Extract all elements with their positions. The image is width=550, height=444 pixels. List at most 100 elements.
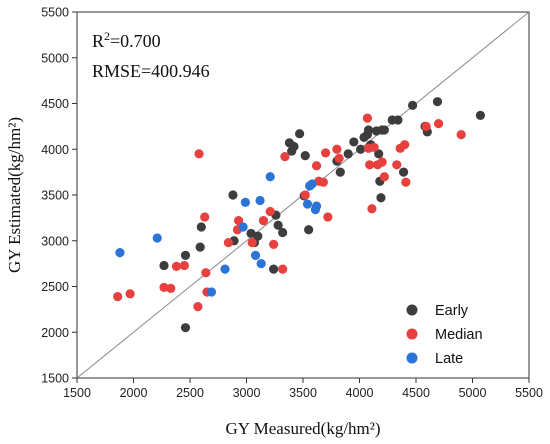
legend-label-early: Early (435, 303, 469, 319)
data-point-late (250, 250, 261, 260)
legend-marker-median (406, 328, 418, 340)
x-tick-label: 3500 (289, 386, 317, 400)
data-point-median (194, 149, 204, 159)
data-point-median (318, 177, 328, 187)
x-tick-label: 3000 (233, 386, 261, 400)
y-tick-label: 2500 (41, 280, 69, 294)
data-point-late (238, 222, 248, 232)
series-median (113, 113, 466, 312)
data-point-early (343, 149, 353, 159)
data-point-median (311, 161, 322, 171)
legend-marker-late (406, 352, 418, 364)
data-point-early (195, 242, 205, 252)
data-point-median (377, 157, 387, 167)
data-point-late (115, 248, 125, 258)
data-point-median (223, 237, 234, 248)
legend: Early Median Late (406, 303, 483, 367)
legend-label-late: Late (435, 351, 463, 367)
data-point-median (233, 216, 244, 226)
data-point-early (356, 144, 366, 154)
data-point-median (280, 151, 290, 162)
data-point-median (179, 260, 189, 271)
x-tick-label: 2500 (176, 386, 204, 400)
data-point-late (256, 259, 266, 269)
data-point-median (193, 302, 203, 312)
y-tick-label: 2000 (41, 326, 69, 340)
data-point-early (228, 190, 238, 200)
data-point-late (307, 179, 317, 189)
rmse-annotation: RMSE=400.946 (92, 61, 210, 81)
x-axis-title: GY Measured(kg/hm²) (225, 419, 380, 438)
data-point-late (302, 199, 313, 209)
data-point-median (323, 212, 333, 222)
y-tick-label: 4500 (41, 97, 69, 111)
data-point-early (273, 220, 283, 230)
x-tick-label: 2000 (120, 386, 148, 400)
data-point-median (113, 291, 123, 302)
data-point-early (374, 149, 384, 159)
data-point-median (258, 216, 269, 226)
data-point-early (393, 115, 403, 125)
data-point-early (159, 260, 169, 271)
data-point-median (334, 153, 344, 163)
data-point-median (269, 239, 279, 250)
data-point-early (196, 222, 206, 232)
data-point-median (369, 142, 379, 153)
data-point-median (367, 204, 377, 214)
data-point-early (408, 100, 418, 110)
data-point-median (166, 283, 176, 293)
y-tick-label: 1500 (41, 372, 69, 386)
r2-annotation: R2=0.700 (92, 29, 161, 51)
data-point-early (253, 231, 263, 241)
data-point-median (200, 212, 210, 222)
data-point-median (401, 177, 411, 187)
data-point-early (180, 323, 191, 333)
data-point-early (349, 137, 359, 147)
data-point-early (295, 129, 305, 139)
data-point-early (398, 167, 409, 177)
data-point-median (456, 130, 466, 140)
legend-label-median: Median (435, 327, 483, 343)
data-point-late (206, 287, 217, 297)
data-point-late (255, 195, 265, 206)
y-tick-label: 3500 (41, 189, 69, 203)
data-point-median (278, 264, 288, 274)
data-point-median (392, 160, 402, 170)
series-late (115, 172, 322, 297)
data-point-late (240, 197, 250, 207)
data-point-median (421, 121, 431, 131)
data-point-median (379, 172, 389, 182)
data-point-median (434, 119, 444, 129)
data-point-early (289, 141, 299, 152)
x-tick-label: 5000 (459, 386, 487, 400)
x-tick-label: 4000 (346, 386, 374, 400)
data-point-median (247, 237, 257, 248)
data-point-late (220, 264, 230, 274)
data-point-early (376, 193, 386, 203)
data-point-late (152, 233, 162, 243)
data-point-early (269, 264, 279, 274)
data-point-median (400, 140, 410, 150)
data-point-median (159, 282, 169, 293)
data-point-median (332, 144, 342, 154)
data-point-early (300, 151, 310, 161)
x-tick-label: 1500 (63, 386, 91, 400)
data-point-median (321, 148, 331, 158)
data-point-median (300, 190, 310, 200)
data-point-late (265, 172, 275, 182)
y-axis-title: GY Estimated(kg/hm²) (5, 117, 24, 273)
tick-layer: 1500 2000 2500 3000 3500 4000 4500 5000 5500 1500… (41, 6, 543, 401)
data-point-median (201, 268, 211, 278)
data-point-early (335, 167, 345, 177)
data-point-early (278, 227, 288, 238)
data-points-layer (113, 97, 486, 333)
data-point-median (362, 113, 373, 123)
y-tick-label: 5500 (41, 6, 69, 20)
x-tick-label: 5500 (515, 386, 543, 400)
data-point-median (365, 160, 375, 170)
data-point-early (304, 225, 314, 235)
y-tick-label: 3000 (41, 234, 69, 248)
data-point-early (363, 125, 374, 135)
x-tick-label: 4500 (402, 386, 430, 400)
